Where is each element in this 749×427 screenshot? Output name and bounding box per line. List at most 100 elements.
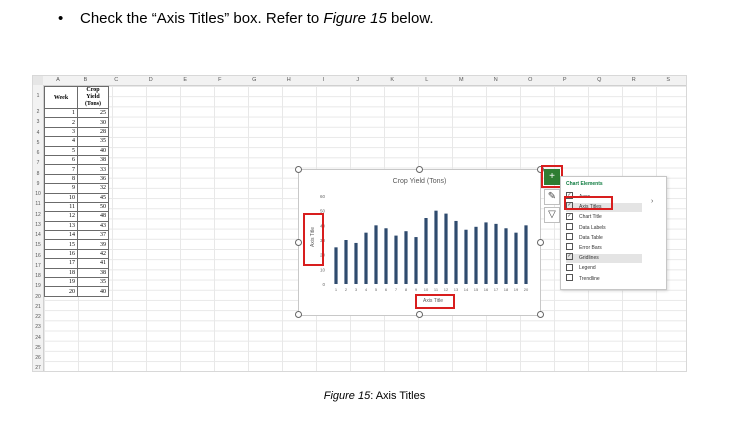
row-header-15[interactable]: 15 (35, 242, 41, 249)
chart-element-error-bars[interactable]: Error Bars (566, 243, 642, 253)
row-header-16[interactable]: 16 (35, 252, 41, 259)
week-cell[interactable]: 11 (44, 201, 78, 213)
column-header-h[interactable]: H (286, 77, 291, 83)
chart[interactable]: Crop Yield (Tons) 0 10 20 30 40 50 60 1 2 3 4 5 6 7 8 9… (298, 169, 541, 316)
bar-week-17[interactable] (494, 223, 498, 284)
bar-week-4[interactable] (364, 232, 368, 284)
row-header-14[interactable]: 14 (35, 232, 41, 238)
row-header-12[interactable]: 12 (35, 211, 41, 218)
week-cell[interactable]: 1 (44, 107, 78, 119)
row-header-7[interactable]: 7 (36, 160, 40, 167)
yield-cell[interactable]: 28 (77, 126, 109, 138)
axis-titles-arrow-icon[interactable]: › (651, 198, 654, 205)
row-header-27[interactable]: 27 (35, 365, 41, 372)
chart-element-legend[interactable]: Legend (566, 263, 642, 273)
week-cell[interactable]: 3 (44, 126, 78, 138)
yield-cell[interactable]: 45 (77, 192, 109, 203)
column-header-l[interactable]: L (425, 77, 429, 83)
resize-handle-br[interactable] (537, 311, 544, 318)
bar-week-5[interactable] (374, 225, 378, 284)
row-header-8[interactable]: 8 (36, 170, 40, 177)
bar-week-7[interactable] (394, 235, 398, 284)
week-cell[interactable]: 17 (44, 258, 78, 269)
column-header-e[interactable]: E (183, 77, 188, 83)
x-axis-title[interactable]: Axis Title (423, 298, 443, 304)
resize-handle-bl[interactable] (295, 311, 302, 318)
yield-cell[interactable]: 41 (77, 258, 109, 269)
column-header-i[interactable]: I (322, 77, 325, 83)
column-header-s[interactable]: S (666, 77, 671, 83)
checkbox[interactable]: ✓ (566, 212, 573, 220)
resize-handle-tm[interactable] (416, 166, 423, 173)
yield-cell[interactable]: 48 (77, 211, 109, 222)
bar-week-20[interactable] (524, 225, 528, 284)
yield-cell[interactable]: 39 (77, 239, 109, 250)
bar-week-12[interactable] (444, 213, 448, 284)
row-header-18[interactable]: 18 (35, 273, 41, 279)
column-header-f[interactable]: F (218, 77, 222, 83)
row-header-21[interactable]: 21 (35, 303, 41, 310)
row-header-22[interactable]: 22 (35, 314, 41, 320)
week-cell[interactable]: 9 (44, 183, 78, 194)
yield-cell[interactable]: 32 (77, 183, 109, 194)
week-cell[interactable]: 5 (44, 145, 78, 156)
bar-week-11[interactable] (434, 210, 438, 284)
resize-handle-ml[interactable] (295, 239, 302, 246)
bar-week-14[interactable] (464, 229, 468, 284)
bar-week-6[interactable] (384, 228, 388, 284)
resize-handle-tl[interactable] (295, 166, 302, 173)
row-header-6[interactable]: 6 (36, 150, 40, 156)
bar-week-8[interactable] (404, 231, 408, 284)
column-header-a[interactable]: A (56, 77, 60, 83)
bar-week-18[interactable] (504, 228, 508, 284)
row-header-13[interactable]: 13 (35, 221, 41, 228)
chart-styles-button[interactable]: ✎ (544, 189, 560, 205)
yield-cell[interactable]: 50 (77, 201, 109, 213)
column-header-r[interactable]: R (631, 77, 636, 83)
column-header-k[interactable]: K (390, 77, 395, 83)
column-header-o[interactable]: O (528, 77, 533, 83)
bar-week-2[interactable] (344, 240, 348, 284)
resize-handle-tr[interactable] (537, 166, 544, 173)
row-header-4[interactable]: 4 (36, 129, 40, 136)
week-cell[interactable]: 4 (44, 136, 78, 147)
chart-element-gridlines[interactable]: ✓ Gridlines (566, 253, 642, 264)
bar-week-19[interactable] (514, 232, 518, 284)
checkbox[interactable]: ✓ (566, 192, 573, 200)
chart-element-data-labels[interactable]: Data Labels (566, 222, 642, 233)
chart-title[interactable]: Crop Yield (Tons) (392, 178, 447, 185)
row-header-1[interactable]: 1 (36, 93, 40, 99)
resize-handle-mr[interactable] (537, 239, 544, 246)
column-header-n[interactable]: N (493, 77, 498, 83)
chart-element-trendline[interactable]: Trendline (566, 273, 642, 284)
yield-cell[interactable]: 43 (77, 220, 109, 232)
row-header-24[interactable]: 24 (35, 334, 41, 341)
checkbox[interactable] (566, 222, 573, 230)
yield-cell[interactable]: 25 (77, 107, 109, 119)
chart-element-chart-title[interactable]: ✓ Chart Title (566, 212, 642, 222)
column-header-j[interactable]: J (356, 77, 360, 83)
bar-week-9[interactable] (414, 237, 418, 284)
week-cell[interactable]: 16 (44, 248, 78, 260)
week-cell[interactable]: 2 (44, 117, 78, 128)
column-header-b[interactable]: B (83, 77, 88, 83)
yield-cell[interactable]: 35 (77, 277, 109, 288)
yield-cell[interactable]: 38 (77, 154, 109, 166)
row-header-20[interactable]: 20 (35, 293, 41, 300)
checkbox[interactable] (566, 232, 573, 240)
yield-cell[interactable]: 30 (77, 117, 109, 128)
week-cell[interactable]: 20 (44, 286, 78, 297)
header-yield[interactable]: Crop Yield (Tons) (77, 86, 109, 109)
y-axis-title[interactable]: Axis Title (310, 227, 316, 247)
week-cell[interactable]: 19 (44, 277, 78, 288)
yield-cell[interactable]: 40 (77, 145, 109, 156)
yield-cell[interactable]: 38 (77, 267, 109, 279)
week-cell[interactable]: 14 (44, 230, 78, 241)
bar-week-16[interactable] (484, 222, 488, 284)
row-header-2[interactable]: 2 (36, 109, 40, 115)
checkbox[interactable] (566, 243, 573, 251)
checkbox[interactable] (566, 263, 573, 271)
column-header-c[interactable]: C (114, 77, 119, 83)
row-header-25[interactable]: 25 (35, 344, 41, 351)
row-header-10[interactable]: 10 (35, 191, 41, 197)
